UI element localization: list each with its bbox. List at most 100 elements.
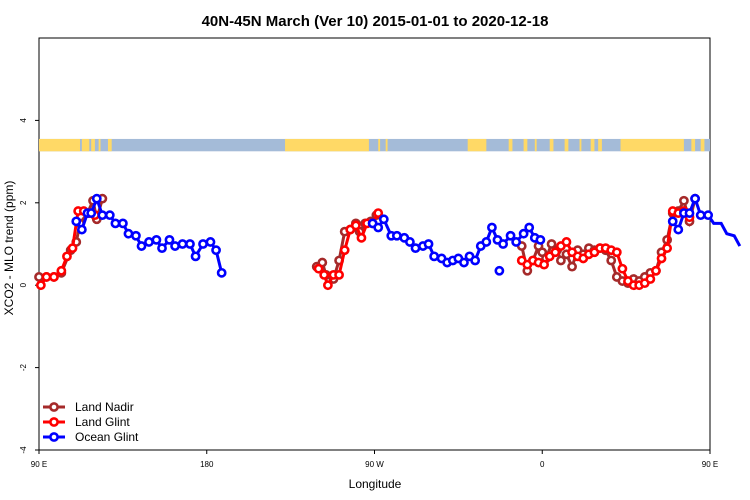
data-point [703, 210, 714, 221]
data-point [151, 234, 162, 245]
y-tick-label: 0 [19, 282, 28, 287]
strip-land [590, 138, 595, 152]
strip-land [523, 138, 528, 152]
data-point [550, 247, 561, 258]
data-point [313, 263, 324, 274]
data-point [185, 239, 195, 249]
strip-land [598, 138, 602, 152]
data-point [339, 245, 350, 256]
legend-marker [49, 417, 59, 427]
data-point [356, 232, 367, 243]
chart-title: 40N-45N March (Ver 10) 2015-01-01 to 202… [202, 13, 549, 30]
data-point [429, 251, 440, 262]
data-point [211, 245, 221, 256]
strip-land [91, 138, 95, 152]
strip-land [534, 138, 537, 152]
strip-land [508, 138, 513, 152]
data-point [656, 253, 667, 264]
data-point [470, 255, 481, 266]
data-point [684, 208, 695, 218]
strip-land [385, 138, 388, 152]
strip-land [378, 138, 381, 152]
data-point [198, 239, 208, 249]
data-point [690, 193, 700, 204]
data-point [645, 274, 656, 284]
data-point [177, 239, 188, 249]
data-point [170, 241, 180, 251]
series-ocean-glint [71, 193, 742, 278]
data-point [110, 218, 121, 229]
data-point [524, 222, 535, 233]
data-point [323, 280, 333, 291]
data-point [34, 272, 44, 282]
strip-ocean [39, 138, 710, 152]
data-point [62, 251, 72, 262]
data-point [679, 195, 689, 206]
y-tick-label: -4 [19, 446, 28, 454]
data-point [505, 230, 516, 241]
data-point [611, 247, 622, 258]
data-point [91, 193, 102, 204]
data-point [511, 237, 522, 247]
data-point [391, 230, 402, 241]
strip-land [549, 138, 554, 152]
data-point [157, 243, 167, 254]
data-point [136, 241, 147, 251]
strip-land [285, 138, 369, 152]
data-point [76, 224, 87, 235]
data-point [494, 265, 505, 276]
x-tick-label: 180 [200, 460, 214, 469]
data-point [378, 214, 389, 225]
data-point [518, 228, 529, 239]
data-point [67, 243, 78, 254]
data-point [190, 251, 201, 262]
x-tick-label: 90 E [31, 460, 47, 469]
data-point [695, 210, 706, 221]
y-tick-label: -2 [19, 363, 28, 371]
data-point [164, 234, 175, 245]
data-point [71, 216, 82, 227]
y-tick-label: 4 [19, 118, 28, 123]
data-point [459, 257, 469, 268]
data-point [662, 243, 673, 254]
data-point [567, 261, 577, 272]
data-point [97, 210, 108, 221]
data-point [423, 239, 434, 249]
strip-land [700, 138, 705, 152]
y-tick-label: 2 [19, 200, 28, 205]
strip-land [564, 138, 569, 152]
data-point [334, 269, 344, 280]
strip-land [467, 138, 487, 152]
data-point [35, 280, 46, 291]
legend-label: Ocean Glint [75, 430, 139, 444]
legend-marker [49, 432, 59, 442]
data-point [410, 243, 421, 254]
data-point [205, 237, 216, 247]
y-axis-label: XCO2 - MLO trend (ppm) [2, 181, 16, 316]
data-point [561, 237, 572, 247]
x-tick-label: 0 [540, 460, 545, 469]
data-point [617, 263, 628, 274]
x-tick-label: 90 W [365, 460, 384, 469]
x-axis: 90 E 180 90 W 0 90 E [31, 450, 718, 469]
strip-land [39, 138, 81, 152]
data-point [535, 234, 546, 245]
data-point [41, 272, 52, 282]
strip-land [620, 138, 684, 152]
data-point [350, 220, 361, 231]
data-point [123, 228, 134, 239]
data-point [555, 255, 566, 266]
data-point [49, 272, 59, 282]
data-point [673, 224, 684, 235]
strip-land [81, 138, 90, 152]
data-point [405, 237, 415, 247]
x-tick-label: 90 E [702, 460, 718, 469]
data-point [498, 239, 509, 249]
data-point [144, 237, 154, 247]
data-point [481, 237, 492, 247]
data-point [86, 208, 97, 218]
legend-label: Land Glint [75, 415, 130, 429]
data-point [216, 267, 227, 278]
